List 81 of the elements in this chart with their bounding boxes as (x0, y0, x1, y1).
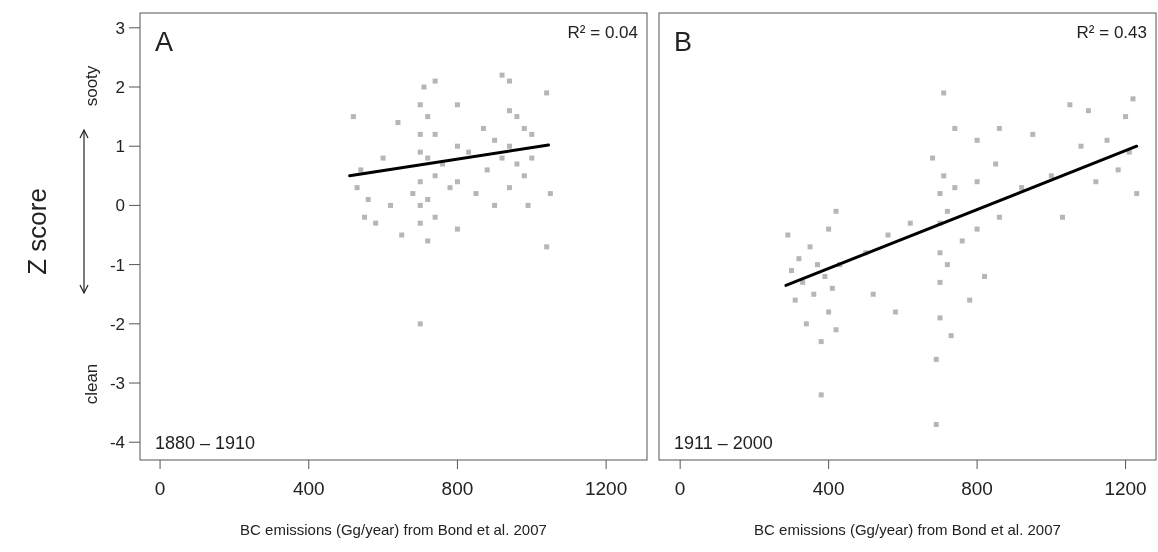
point (492, 137, 498, 143)
point (425, 238, 431, 244)
point (454, 143, 460, 149)
point (466, 149, 472, 155)
y-tick-label: 3 (115, 18, 125, 38)
point (529, 131, 535, 137)
point (514, 161, 520, 167)
point (425, 114, 431, 120)
point (480, 125, 486, 131)
point (417, 202, 423, 208)
point (395, 120, 401, 126)
y-tick-label: -2 (109, 314, 125, 334)
text: clean (82, 363, 101, 405)
x-tick-label: 400 (812, 478, 845, 499)
annotation: A (155, 27, 174, 57)
point (521, 125, 527, 131)
point (506, 185, 512, 191)
point (421, 84, 427, 90)
annotation: 1880 – 1910 (155, 433, 256, 453)
point (529, 155, 535, 161)
point (417, 220, 423, 226)
point (432, 173, 438, 179)
x-axis-title: BC emissions (Gg/year) from Bond et al. 2007 (754, 521, 1061, 538)
point (492, 202, 498, 208)
x-tick-label: 0 (154, 478, 166, 499)
point (506, 78, 512, 84)
point (547, 191, 553, 197)
point (410, 191, 416, 197)
y-tick-label: 2 (115, 78, 125, 98)
point (373, 220, 379, 226)
point (417, 131, 423, 137)
y-tick-label: 0 (115, 196, 125, 216)
point (544, 90, 550, 96)
point (506, 143, 512, 149)
x-tick-label: 1200 (1104, 478, 1147, 499)
point (350, 114, 356, 120)
x-tick-label: 800 (961, 478, 993, 499)
y-tick-label: -1 (109, 255, 125, 275)
point (432, 78, 438, 84)
point (365, 197, 371, 202)
y-tick-label: -3 (109, 374, 125, 394)
annotation: R² = 0.04 (567, 23, 638, 42)
point (484, 167, 490, 173)
point (506, 108, 512, 114)
point (358, 167, 364, 173)
point (417, 179, 423, 185)
y-axis-title: Z score (22, 188, 52, 275)
x-tick-label: 400 (292, 478, 325, 499)
point (454, 179, 460, 185)
annotation: R² = 0.43 (1076, 23, 1147, 42)
point (514, 114, 520, 120)
point (362, 214, 368, 220)
y-tick-label: 1 (115, 137, 125, 157)
point (499, 72, 505, 78)
point (354, 185, 360, 191)
point (417, 102, 423, 108)
x-tick-label: 800 (441, 478, 474, 499)
point (447, 185, 453, 191)
point (425, 197, 431, 202)
point (417, 149, 423, 155)
text: sooty (82, 65, 101, 107)
y-tick-label: -4 (109, 433, 125, 453)
point (380, 155, 386, 161)
point (432, 131, 438, 137)
point (525, 202, 531, 208)
point (425, 155, 431, 161)
annotation: B (674, 27, 693, 57)
point (499, 155, 505, 161)
point (454, 102, 460, 108)
point (432, 214, 438, 220)
point (388, 202, 394, 208)
point (417, 321, 423, 327)
x-tick-label: 0 (674, 478, 686, 499)
point (454, 226, 460, 232)
point (473, 191, 479, 197)
point (521, 173, 527, 179)
x-axis-title: BC emissions (Gg/year) from Bond et al. 2007 (240, 521, 547, 538)
annotation: 1911 – 2000 (674, 433, 773, 453)
point (399, 232, 405, 238)
point (544, 244, 550, 250)
x-tick-label: 1200 (584, 478, 628, 499)
